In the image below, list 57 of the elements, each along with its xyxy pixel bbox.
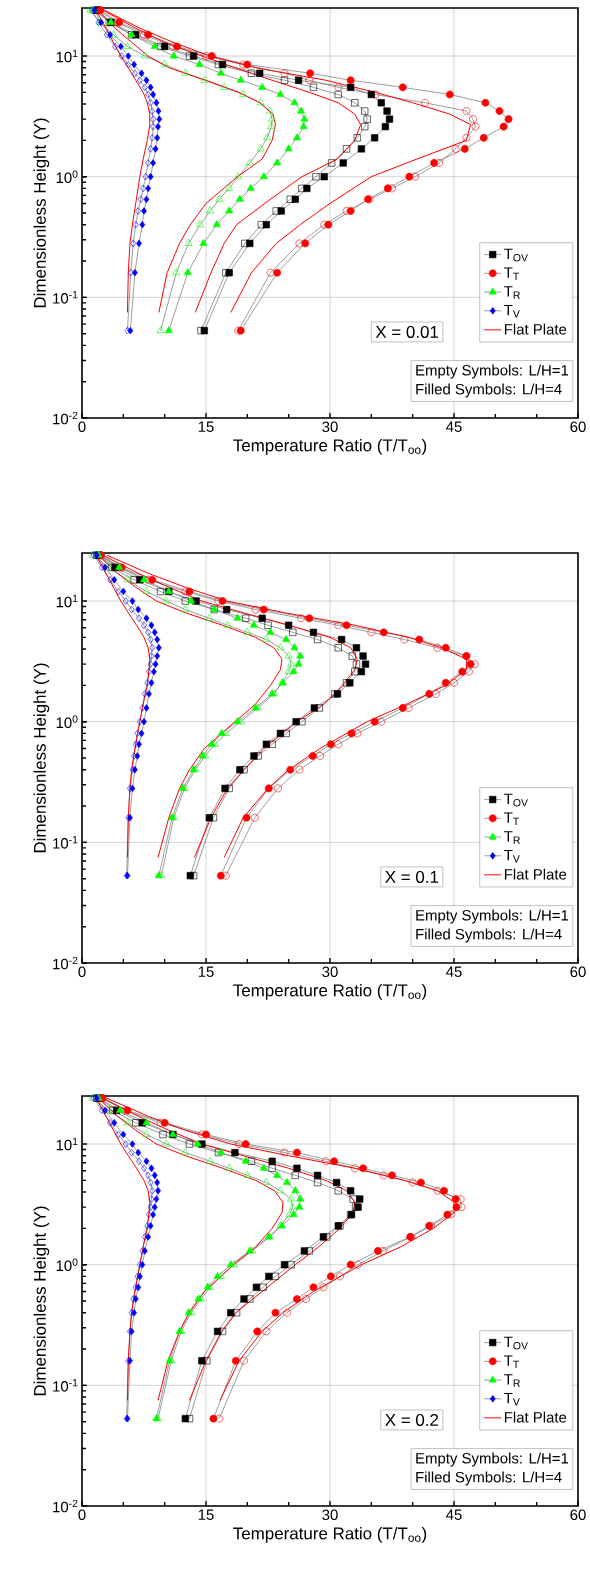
y-tick-label: 10$^{1}$ [56, 49, 78, 63]
x-tick-label: 0 [78, 421, 86, 433]
legend-label: T$_{T}$ [504, 1355, 520, 1368]
y-tick-label: 10$^{-2}$ [53, 1499, 78, 1513]
legend-label: T$_{R}$ [504, 831, 520, 844]
legend-label: T$_{OV}$ [504, 248, 528, 262]
legend-label: Flat Plate [504, 868, 567, 880]
legend-label: T$_{OV}$ [504, 1336, 528, 1350]
annotation: X = 0.01 [375, 325, 439, 338]
legend-label: T$_{R}$ [504, 286, 520, 299]
y-tick-label: 10$^{-2}$ [53, 411, 78, 425]
x-tick-label: 60 [570, 1509, 586, 1521]
y-tick-label: 10$^{-1}$ [53, 291, 78, 304]
legend-label: T$_{V}$ [504, 849, 520, 863]
x-axis-title: Temperature Ratio (T/T$_{oo}$) [233, 983, 427, 1000]
x-tick-label: 30 [322, 1509, 338, 1521]
y-axis-title: Dimensionless Height (Y) [33, 1206, 50, 1396]
legend-label: Flat Plate [504, 1411, 567, 1423]
x-tick-label: 15 [198, 1509, 214, 1520]
annotation: X = 0.1 [385, 870, 439, 883]
y-tick-label: 10$^{1}$ [56, 594, 78, 608]
annotation: Filled Symbols: L/H=4 [416, 1471, 562, 1486]
x-tick-label: 15 [198, 421, 214, 432]
annotation: Filled Symbols: L/H=4 [416, 928, 562, 943]
annotation: Empty Symbols: L/H=1 [416, 364, 569, 379]
legend-label: T$_{OV}$ [504, 793, 528, 807]
legend-label: T$_{V}$ [504, 304, 520, 318]
y-tick-label: 10$^{0}$ [56, 715, 78, 729]
x-tick-label: 45 [446, 1509, 462, 1520]
x-tick-label: 45 [446, 966, 462, 977]
y-tick-label: 10$^{0}$ [56, 170, 78, 184]
y-axis-title: Dimensionless Height (Y) [33, 118, 50, 308]
annotation: Empty Symbols: L/H=1 [416, 909, 569, 924]
x-tick-label: 30 [322, 421, 338, 433]
annotation: Filled Symbols: L/H=4 [416, 383, 562, 398]
x-tick-label: 60 [570, 421, 586, 433]
legend-label: Flat Plate [504, 323, 567, 335]
y-tick-label: 10$^{-1}$ [53, 1379, 78, 1392]
x-tick-label: 45 [446, 421, 462, 432]
x-axis-title: Temperature Ratio (T/T$_{oo}$) [233, 1526, 427, 1543]
legend-label: T$_{T}$ [504, 812, 520, 825]
legend-label: T$_{T}$ [504, 267, 520, 280]
y-tick-label: 10$^{-1}$ [53, 836, 78, 849]
y-tick-label: 10$^{1}$ [56, 1137, 78, 1151]
x-tick-label: 0 [78, 966, 86, 978]
x-tick-label: 60 [570, 966, 586, 978]
legend-label: T$_{R}$ [504, 1374, 520, 1387]
annotation: X = 0.2 [385, 1413, 439, 1426]
y-tick-label: 10$^{0}$ [56, 1258, 78, 1272]
x-axis-title: Temperature Ratio (T/T$_{oo}$) [233, 438, 427, 455]
y-tick-label: 10$^{-2}$ [53, 956, 78, 970]
legend-label: T$_{V}$ [504, 1392, 520, 1406]
x-tick-label: 15 [198, 966, 214, 977]
x-tick-label: 0 [78, 1509, 86, 1521]
x-tick-label: 30 [322, 966, 338, 978]
y-axis-title: Dimensionless Height (Y) [33, 663, 50, 853]
annotation: Empty Symbols: L/H=1 [416, 1452, 569, 1467]
